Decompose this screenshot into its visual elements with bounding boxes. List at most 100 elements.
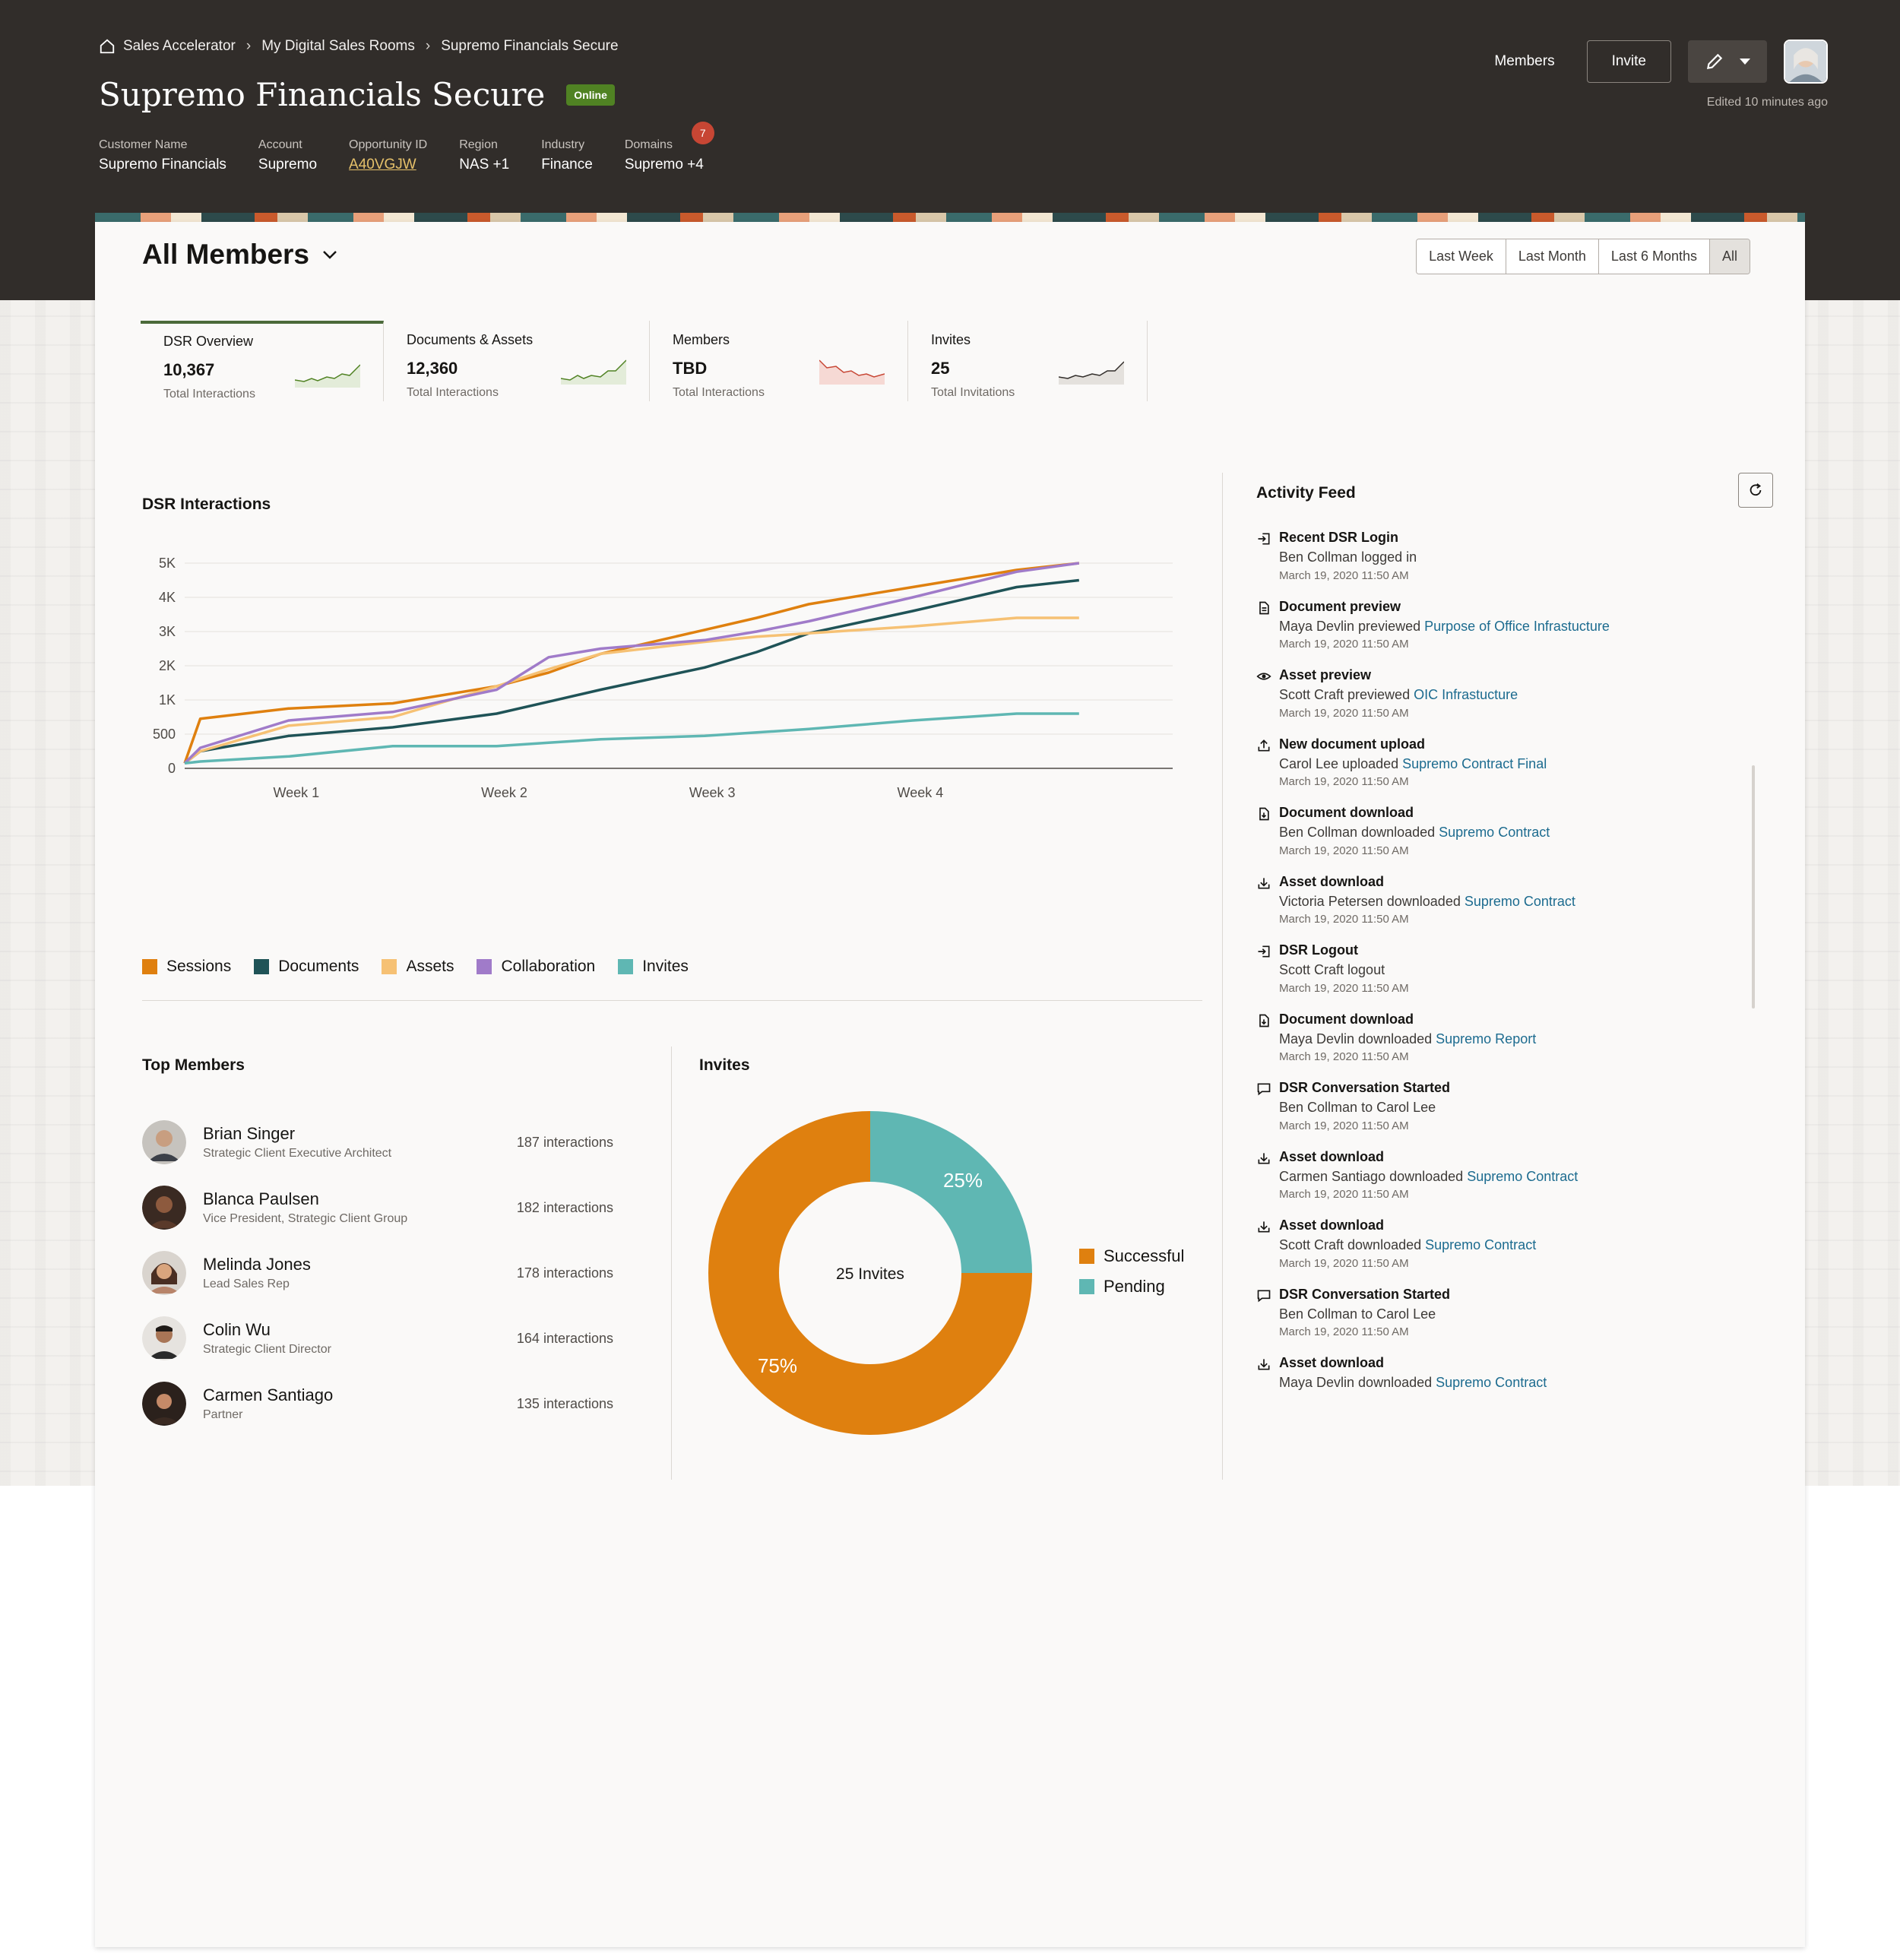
feed-actor[interactable]: Maya Devlin (1279, 1375, 1355, 1390)
feed-item: DSR Conversation Started Ben Collman to C… (1256, 1080, 1750, 1132)
feed-item-text: Scott Craft downloaded Supremo Contract (1279, 1236, 1536, 1254)
feed-time: March 19, 2020 11:50 AM (1279, 913, 1409, 926)
feed-item-title: Asset download (1279, 873, 1385, 889)
feed-link[interactable]: Purpose of Office Infrastucture (1424, 618, 1610, 634)
legend-label: Invites (642, 958, 689, 975)
feed-item: DSR Conversation Started Ben Collman to C… (1256, 1286, 1750, 1338)
meta-value: Finance (541, 157, 593, 173)
feed-item: Asset download Maya Devlin downloaded Sup… (1256, 1355, 1750, 1395)
feed-verb: logout (1344, 962, 1385, 977)
kpi-documents-assets[interactable]: Documents & Assets 12,360 Total Interact… (384, 321, 650, 401)
series-line-invites (184, 712, 1079, 765)
refresh-button[interactable] (1738, 473, 1773, 508)
legend-label: Pending (1104, 1277, 1165, 1296)
legend-label: Sessions (166, 958, 232, 975)
feed-actor[interactable]: Scott Craft (1279, 687, 1344, 702)
member-row[interactable]: Colin Wu Strategic Client Director 164 in… (142, 1316, 613, 1360)
feed-item-text: Scott Craft logout (1279, 961, 1409, 979)
feed-actor[interactable]: Ben Collman (1279, 1100, 1358, 1115)
legend-item[interactable]: Documents (254, 958, 359, 976)
meta-value: Supremo (258, 157, 318, 173)
login-icon (1258, 533, 1270, 545)
invite-button[interactable]: Invite (1586, 40, 1671, 83)
logout-icon (1258, 945, 1270, 958)
feed-actor[interactable]: Scott Craft (1279, 962, 1344, 977)
chevron-down-icon (323, 251, 337, 259)
member-name: Brian Singer (203, 1124, 296, 1143)
feed-link[interactable]: Supremo Contract Final (1402, 755, 1547, 771)
member-row[interactable]: Melinda Jones Lead Sales Rep 178 interact… (142, 1251, 613, 1295)
feed-actor[interactable]: Ben Collman (1279, 549, 1358, 565)
legend-item[interactable]: Invites (618, 958, 689, 976)
feed-actor[interactable]: Maya Devlin (1279, 618, 1355, 634)
feed-actor[interactable]: Carol Lee (1279, 755, 1339, 771)
kpi-sub: Total Interactions (673, 386, 765, 399)
feed-verb: downloaded (1385, 1168, 1468, 1184)
download-icon (1258, 1221, 1270, 1233)
user-avatar[interactable] (1784, 40, 1828, 84)
meta-label: Domains (624, 138, 673, 151)
feed-link[interactable]: Supremo Contract (1439, 825, 1550, 840)
breadcrumb-item[interactable]: My Digital Sales Rooms (261, 38, 415, 54)
feed-link[interactable]: Supremo Report (1436, 1031, 1537, 1046)
legend-item[interactable]: Sessions (142, 958, 231, 976)
breadcrumb-item[interactable]: Sales Accelerator (123, 38, 236, 54)
room-metadata: Customer Name Supremo Financials Account S… (99, 122, 736, 173)
feed-item-title: DSR Conversation Started (1279, 1286, 1451, 1302)
kpi-invites[interactable]: Invites 25 Total Invitations (908, 321, 1148, 401)
member-filter[interactable]: All Members (142, 239, 340, 271)
sparkline (561, 359, 626, 385)
feed-actor[interactable]: Ben Collman (1279, 825, 1358, 840)
legend-item[interactable]: Successful (1079, 1246, 1184, 1266)
y-tick-label: 1K (159, 692, 176, 708)
edit-menu-button[interactable] (1688, 40, 1767, 83)
feed-actor[interactable]: Ben Collman (1279, 1306, 1358, 1322)
legend-item[interactable]: Assets (382, 958, 454, 976)
feed-verb: downloaded (1344, 1237, 1426, 1252)
legend-swatch (382, 959, 397, 974)
feed-item-text: Scott Craft previewed OIC Infrastucture (1279, 686, 1518, 704)
donut-slice-successful[interactable] (708, 1111, 1032, 1435)
download-icon (1258, 1359, 1270, 1370)
range-last-month[interactable]: Last Month (1506, 239, 1599, 274)
range-last-week[interactable]: Last Week (1417, 239, 1506, 274)
member-row[interactable]: Carmen Santiago Partner 135 interactions (142, 1382, 613, 1426)
feed-link[interactable]: Supremo Contract (1436, 1375, 1547, 1390)
range-all[interactable]: All (1709, 239, 1750, 274)
avatar (142, 1186, 186, 1230)
legend-item[interactable]: Pending (1079, 1277, 1184, 1297)
feed-link[interactable]: OIC Infrastucture (1414, 687, 1518, 702)
range-last-6-months[interactable]: Last 6 Months (1598, 239, 1710, 274)
meta-value[interactable]: Supremo +4 (624, 157, 704, 173)
feed-actor[interactable]: Carmen Santiago (1279, 1168, 1386, 1184)
feed-actor[interactable]: Maya Devlin (1279, 1031, 1355, 1046)
document-icon (1259, 601, 1269, 614)
home-icon[interactable] (99, 38, 116, 55)
feed-actor[interactable]: Victoria Petersen (1279, 893, 1383, 909)
legend-label: Successful (1104, 1246, 1185, 1265)
kpi-sub: Total Interactions (163, 388, 255, 401)
feed-scrollbar[interactable] (1752, 765, 1755, 1008)
legend-item[interactable]: Collaboration (477, 958, 595, 976)
feed-verb: logged in (1357, 549, 1417, 565)
member-row[interactable]: Blanca Paulsen Vice President, Strategic … (142, 1186, 613, 1230)
kpi-members[interactable]: Members TBD Total Interactions (650, 321, 908, 401)
members-button[interactable]: Members (1494, 53, 1555, 69)
feed-link[interactable]: Supremo Contract (1464, 893, 1575, 909)
donut-slice-pending[interactable] (870, 1111, 1032, 1273)
feed-item-title: Recent DSR Login (1279, 530, 1399, 545)
sparkline (819, 359, 885, 385)
chevron-right-icon: › (425, 38, 431, 54)
section-title-top-members: Top Members (142, 1056, 245, 1074)
kpi-sub: Total Invitations (931, 386, 1015, 399)
feed-link[interactable]: Supremo Contract (1467, 1168, 1579, 1184)
chat-icon (1257, 1290, 1271, 1302)
feed-link[interactable]: Supremo Contract (1425, 1237, 1537, 1252)
feed-item-title: DSR Logout (1279, 942, 1358, 958)
decorative-banner (95, 213, 1805, 222)
feed-item-text: Victoria Petersen downloaded Supremo Con… (1279, 893, 1575, 910)
opportunity-id-link[interactable]: A40VGJW (349, 157, 416, 173)
member-row[interactable]: Brian Singer Strategic Client Executive A… (142, 1120, 613, 1164)
kpi-dsr-overview[interactable]: DSR Overview 10,367 Total Interactions (141, 321, 384, 401)
feed-actor[interactable]: Scott Craft (1279, 1237, 1344, 1252)
